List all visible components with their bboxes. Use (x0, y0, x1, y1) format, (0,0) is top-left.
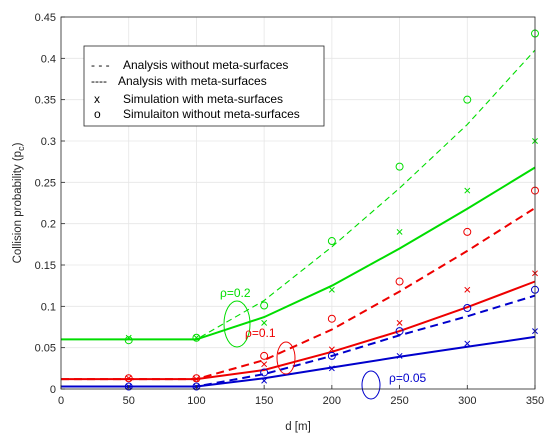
legend-label-1: Analysis with meta-surfaces (118, 74, 267, 88)
circle-marker (192, 333, 201, 342)
x-tick-label: 50 (123, 395, 135, 407)
circle-marker (395, 277, 404, 286)
x-tick-label: 300 (458, 395, 476, 407)
y-tick-label: 0.25 (35, 177, 56, 189)
circle-marker (327, 314, 336, 323)
legend-label-3: Simulaiton without meta-surfaces (123, 107, 300, 121)
axis-ticks: 0 50 100 150 200 250 300 350 0 0.05 0.1 0.15 0.2 0.25… (35, 12, 545, 407)
y-tick-label: 0.45 (35, 12, 56, 24)
y-axis-label-close: ) (12, 142, 24, 146)
x-marker (125, 334, 132, 341)
annotation-ellipse (361, 370, 381, 400)
x-marker (261, 377, 268, 384)
circle-marker (192, 374, 201, 383)
x-tick-label: 350 (526, 395, 544, 407)
y-tick-label: 0.35 (35, 95, 56, 107)
x-axis-label: d [m] (285, 421, 311, 433)
legend: - - - Analysis without meta-surfaces ---… (83, 45, 325, 127)
y-tick-label: 0.05 (35, 343, 56, 355)
plot-frame (60, 16, 536, 390)
circle-marker (463, 303, 472, 312)
circle-marker (260, 351, 269, 360)
circle-marker (124, 336, 133, 345)
y-tick-label: 0.15 (35, 260, 56, 272)
circle-marker (124, 374, 133, 383)
x-marker (193, 376, 200, 383)
x-marker (261, 319, 268, 326)
circle-marker (260, 368, 269, 377)
circle-marker (463, 227, 472, 236)
y-tick-label: 0.4 (41, 53, 56, 65)
x-marker (328, 365, 335, 372)
annotation-label: ρ=0.05 (389, 371, 427, 385)
series-line (61, 335, 536, 388)
circle-marker (327, 351, 336, 360)
circle-marker (395, 162, 404, 171)
annotation-label: ρ=0.1 (245, 326, 276, 340)
x-marker (396, 352, 403, 359)
y-tick-label: 0.2 (41, 219, 56, 231)
legend-marker-0: - - - (91, 58, 110, 72)
series-line (61, 280, 536, 381)
legend-marker-3: o (94, 107, 101, 121)
x-tick-label: 150 (255, 395, 273, 407)
x-marker (261, 361, 268, 368)
legend-box (83, 45, 325, 127)
x-tick-label: 100 (187, 395, 205, 407)
circle-marker (463, 95, 472, 104)
x-marker (193, 334, 200, 341)
annotation-label: ρ=0.2 (220, 286, 251, 300)
x-tick-label: 200 (323, 395, 341, 407)
legend-marker-2: x (94, 92, 100, 106)
legend-marker-1: ---- (91, 74, 107, 88)
x-tick-label: 0 (58, 395, 64, 407)
x-marker (464, 187, 471, 194)
legend-label-2: Simulation with meta-surfaces (123, 92, 283, 106)
legend-label-0: Analysis without meta-surfaces (123, 58, 288, 72)
circle-marker (260, 301, 269, 310)
y-tick-label: 0.3 (41, 136, 56, 148)
x-marker (328, 286, 335, 293)
circle-marker (395, 327, 404, 336)
annotation-ellipse (276, 341, 296, 375)
x-tick-label: 250 (390, 395, 408, 407)
circle-marker (192, 382, 201, 391)
y-tick-label: 0 (50, 384, 56, 396)
x-marker (464, 286, 471, 293)
circle-marker (327, 237, 336, 246)
x-marker (396, 319, 403, 326)
x-marker (125, 375, 132, 382)
y-axis-label-subscript: c (16, 146, 26, 151)
y-tick-label: 0.1 (41, 301, 56, 313)
circle-marker (124, 382, 133, 391)
series-line (61, 166, 536, 341)
x-marker (396, 228, 403, 235)
markers-layer (124, 29, 539, 391)
y-axis-label-main: Collision probability (p (12, 151, 24, 264)
x-marker (328, 346, 335, 353)
y-axis-label: Collision probability (pc) (12, 142, 26, 263)
annotation-ellipse (223, 300, 251, 348)
x-marker (464, 340, 471, 347)
series-layer (61, 49, 536, 388)
annotations-layer: ρ=0.2 ρ=0.1 ρ=0.05 (220, 286, 427, 400)
